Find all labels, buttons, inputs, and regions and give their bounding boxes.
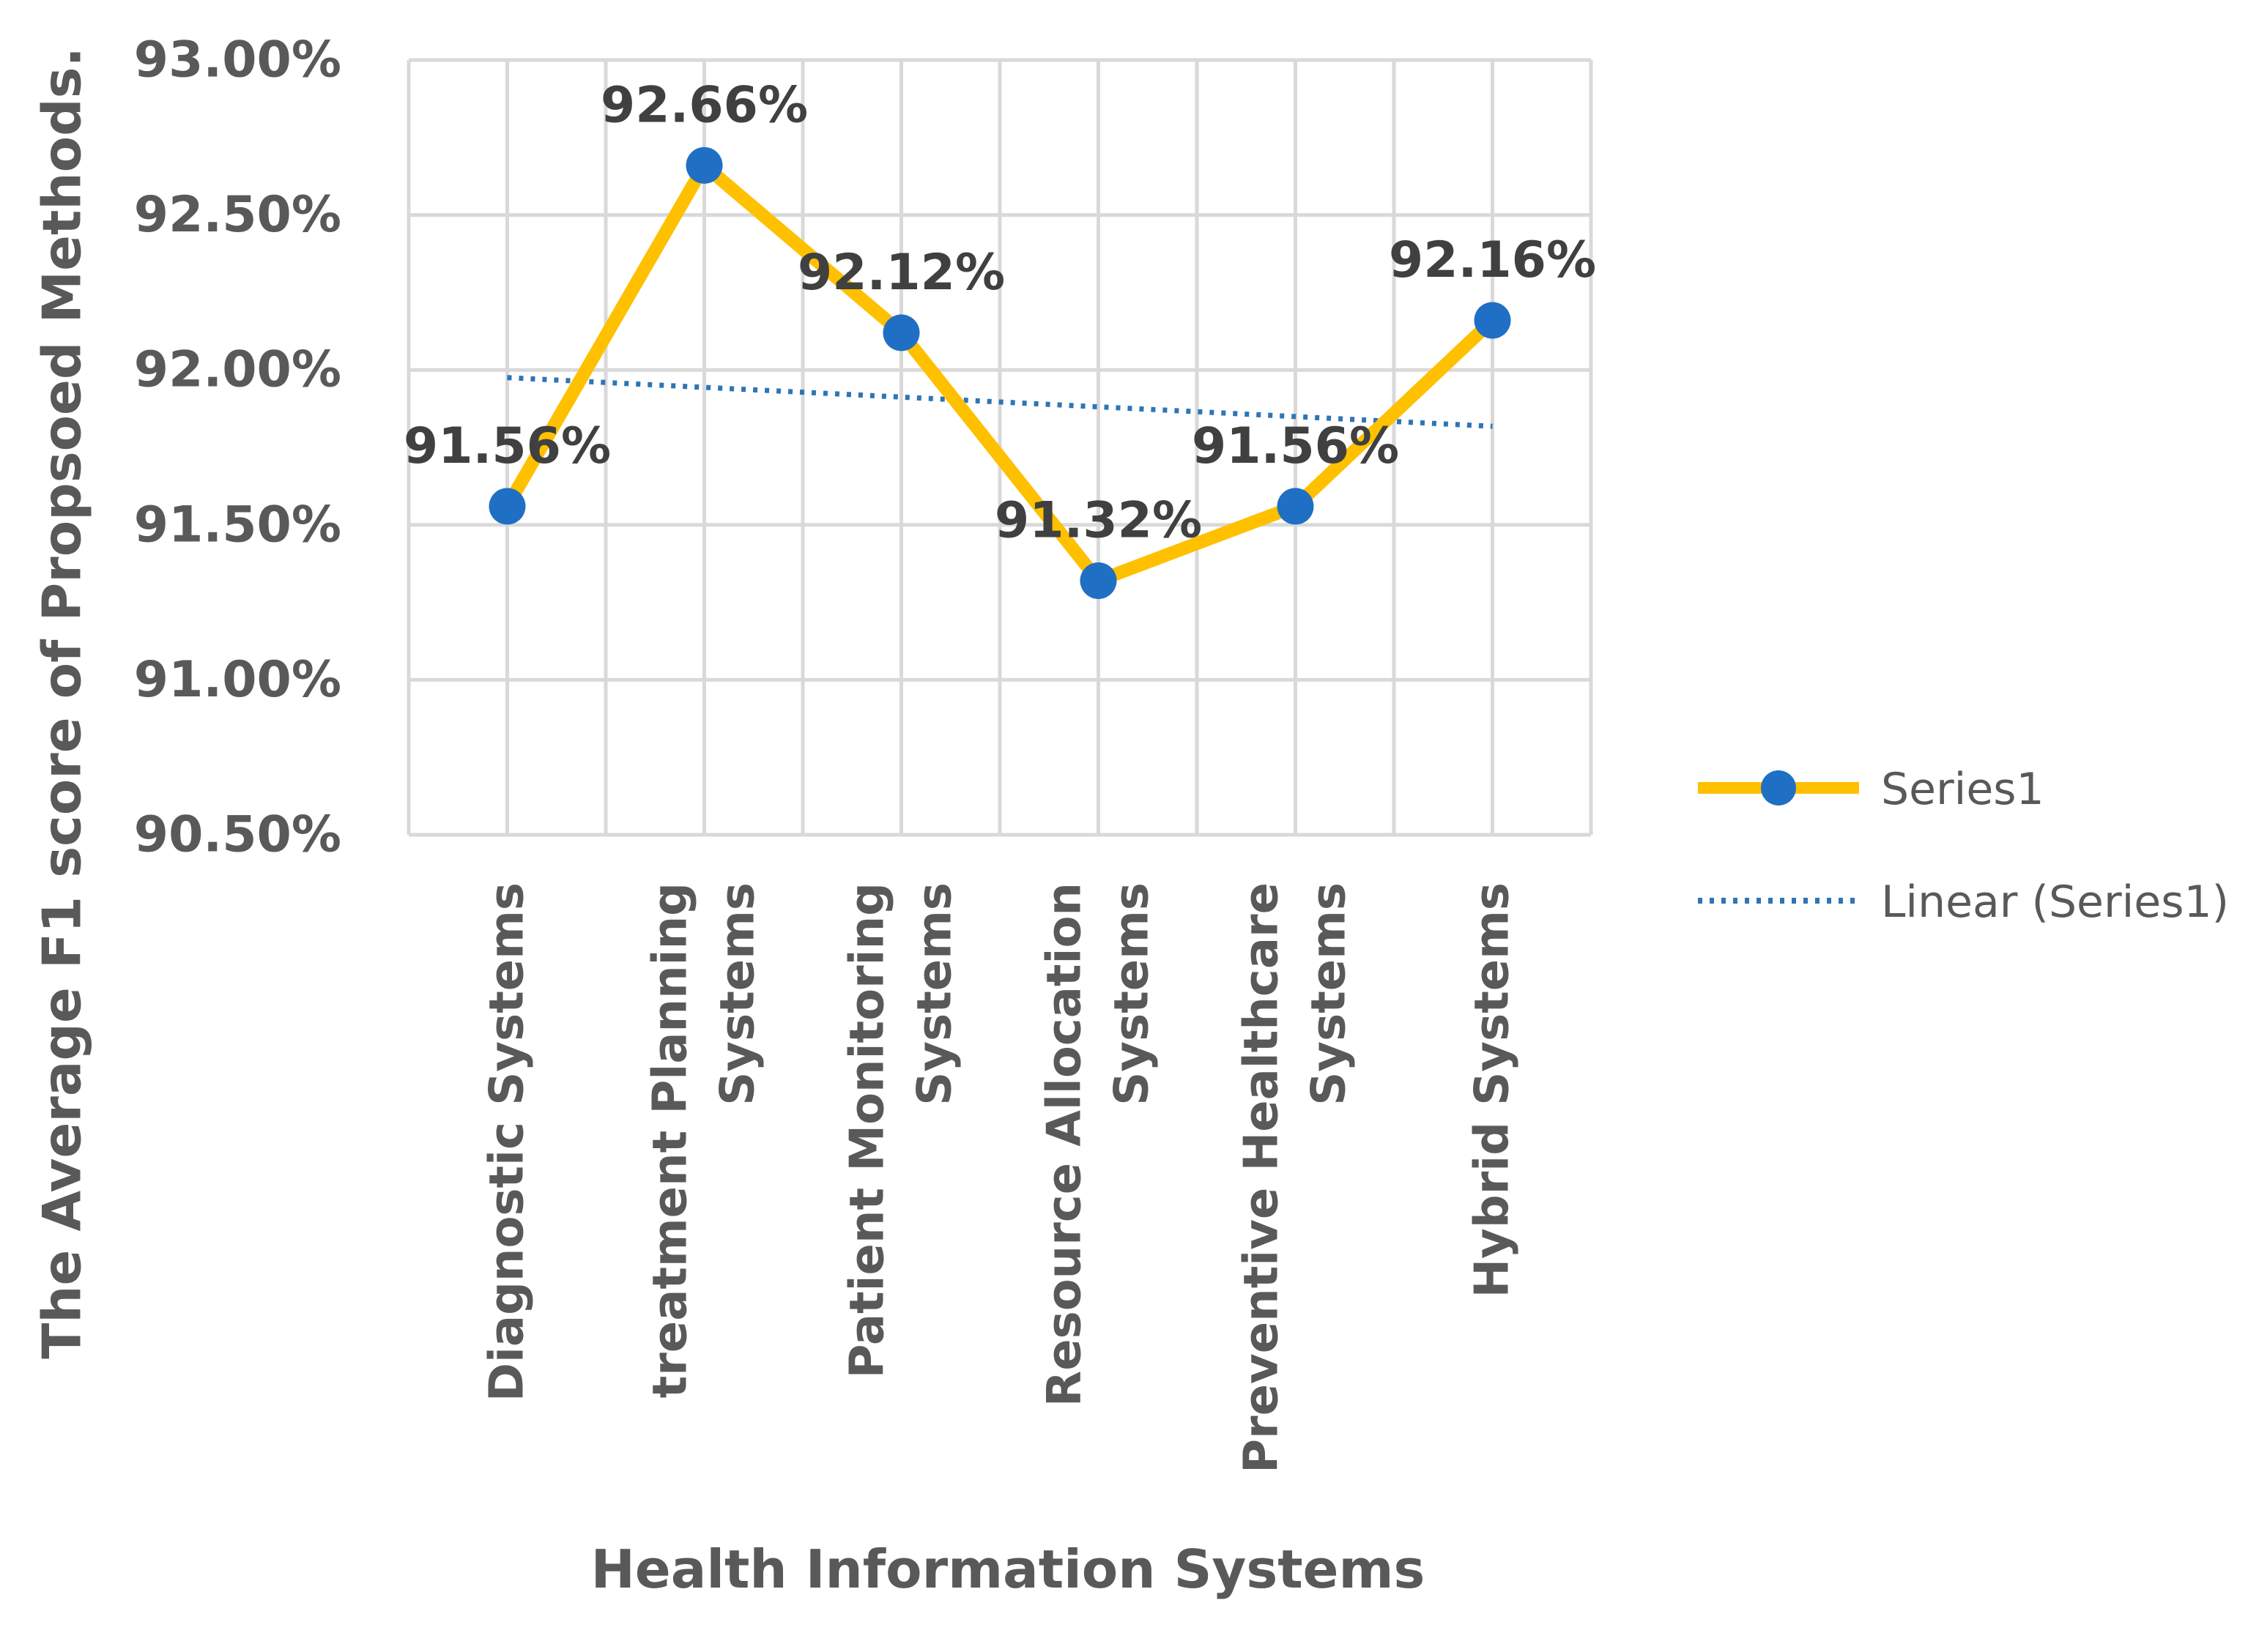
legend-series-marker <box>1761 770 1796 805</box>
trendline-group <box>507 375 1493 429</box>
x-tick-label-line: Systems <box>711 882 765 1106</box>
x-tick-label-line: Systems <box>1105 882 1160 1106</box>
trendline <box>507 375 1493 429</box>
data-label: 92.16% <box>1389 231 1596 289</box>
series-line <box>500 158 1499 587</box>
data-point <box>489 488 526 525</box>
x-tick-label-line: Diagnostic Systems <box>481 882 535 1402</box>
x-tick-label: Preventive Healthcare Systems <box>1235 882 1357 1473</box>
data-point <box>1474 302 1511 339</box>
x-tick-label-line: treatment Planning <box>644 882 698 1398</box>
y-axis-title: The Average F1 score of Propsoed Methods… <box>31 47 93 1359</box>
x-tick-label: Diagnostic Systems <box>481 882 535 1402</box>
data-label: 92.66% <box>601 76 808 134</box>
data-label: 91.32% <box>995 491 1202 549</box>
y-axis-ticks: 90.50% 91.00% 91.50% 92.00% 92.50% 93.00% <box>134 31 341 864</box>
x-tick-label-line: Systems <box>1302 882 1357 1106</box>
data-label: 92.12% <box>798 244 1005 302</box>
y-tick-label: 92.50% <box>134 186 341 244</box>
data-labels: 91.56% 92.66% 92.12% 91.32% 91.56% 92.16% <box>404 76 1596 549</box>
data-label: 91.56% <box>404 417 611 475</box>
x-tick-label: Hybrid Systems <box>1466 882 1520 1298</box>
x-axis-title: Health Information Systems <box>591 1538 1425 1600</box>
y-tick-label: 90.50% <box>134 806 341 864</box>
x-tick-label-line: Resource Allocation <box>1038 882 1092 1407</box>
x-tick-label-line: Systems <box>908 882 962 1106</box>
x-tick-label-line: Preventive Healthcare <box>1235 882 1289 1473</box>
y-tick-label: 92.00% <box>134 341 341 399</box>
x-tick-label: Resource Allocation Systems <box>1038 882 1160 1407</box>
data-point <box>1080 562 1117 599</box>
x-tick-label-line: Hybrid Systems <box>1466 882 1520 1298</box>
x-tick-label: treatment Planning Systems <box>644 882 765 1398</box>
data-point <box>686 146 723 184</box>
legend-label-linear: Linear (Series1) <box>1881 877 2229 928</box>
x-tick-label: Patient Monitoring Systems <box>841 882 962 1378</box>
y-tick-label: 93.00% <box>134 31 341 89</box>
gridlines <box>407 58 1593 837</box>
data-point <box>883 314 920 351</box>
data-label: 91.56% <box>1192 417 1399 475</box>
y-tick-label: 91.50% <box>134 496 341 554</box>
legend-label-series1: Series1 <box>1881 764 2044 815</box>
data-point <box>1277 488 1314 525</box>
x-tick-label-line: Patient Monitoring <box>841 882 895 1378</box>
y-tick-label: 91.00% <box>134 651 341 709</box>
legend: Series1 Linear (Series1) <box>1698 764 2229 928</box>
x-axis-ticks: Diagnostic Systems treatment Planning Syst… <box>481 882 1520 1473</box>
series-group <box>489 146 1511 599</box>
